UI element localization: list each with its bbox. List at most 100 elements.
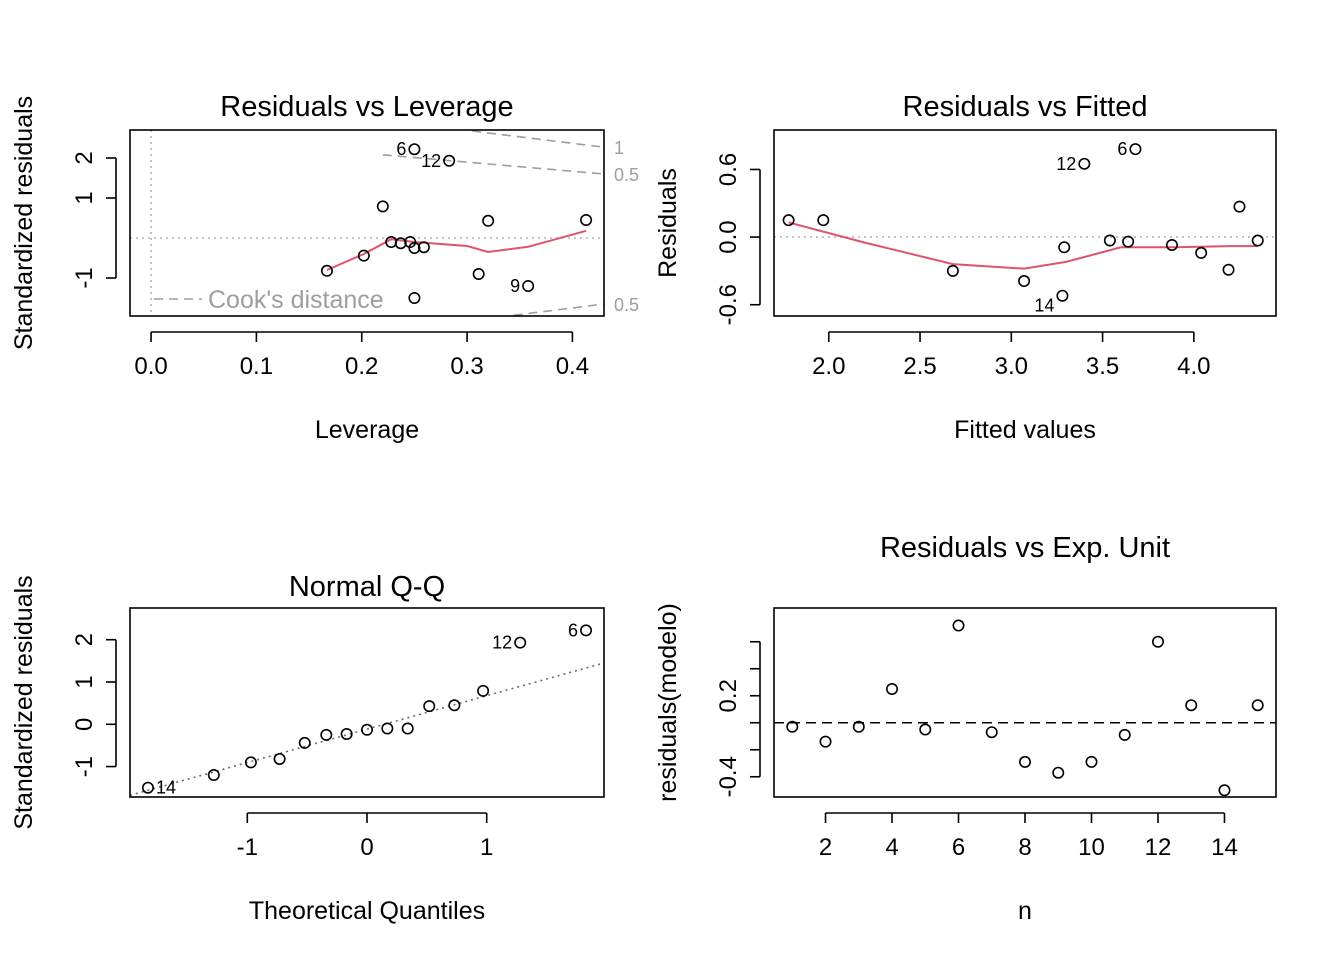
x-tick-label: 0: [360, 834, 373, 861]
x-tick-label: 12: [1145, 834, 1172, 861]
data-point: [580, 214, 593, 227]
data-point: [782, 214, 795, 227]
plot-area: [774, 221, 1276, 270]
y-tick-label: 1: [71, 191, 98, 204]
x-tick-label: 2.5: [903, 353, 936, 380]
data-point: [1122, 235, 1135, 248]
y-tick-label: 0.6: [715, 153, 742, 186]
panel-title: Residuals vs Fitted: [903, 91, 1148, 123]
data-point: [1058, 241, 1071, 254]
y-tick-label: 0.0: [715, 220, 742, 253]
data-point: [1056, 289, 1069, 302]
plot-frame: [129, 129, 605, 317]
data-point: [381, 722, 394, 735]
y-tick-label: 2: [71, 633, 98, 646]
x-tick-label: 14: [1211, 834, 1238, 861]
data-point: [357, 249, 370, 262]
data-point: [1222, 263, 1235, 276]
data-point: [1085, 755, 1098, 768]
data-point: [376, 200, 389, 213]
point-label: 12: [421, 151, 441, 171]
point-label: 12: [1056, 154, 1076, 174]
point-label: 12: [492, 633, 512, 653]
cooks-distance-contour: [501, 303, 604, 316]
y-axis-label: Residuals: [654, 168, 682, 278]
data-point: [1251, 699, 1264, 712]
plot-area: [130, 662, 604, 797]
x-tick-label: 0.0: [134, 353, 167, 380]
legend-label: Cook's distance: [208, 286, 384, 314]
cooks-distance-contour: [457, 130, 604, 148]
data-point: [320, 264, 333, 277]
data-point: [141, 781, 154, 794]
x-tick-label: 0.2: [345, 353, 378, 380]
data-point: [1103, 234, 1116, 247]
data-point: [1218, 784, 1231, 797]
data-point: [952, 619, 965, 632]
data-point: [423, 700, 436, 713]
panel-2: Residuals vs Fitted Fitted values Residual…: [654, 91, 1277, 444]
y-tick-label: 1: [71, 675, 98, 688]
data-point: [1195, 246, 1208, 259]
cooks-contour-label: 0.5: [614, 165, 639, 185]
data-point: [273, 752, 286, 765]
data-point: [207, 769, 220, 782]
x-tick-label: 10: [1078, 834, 1105, 861]
data-point: [1129, 143, 1142, 156]
data-point: [1018, 275, 1031, 288]
data-point: [1165, 238, 1178, 251]
x-tick-label: 0.4: [556, 353, 589, 380]
point-label: 6: [568, 620, 578, 640]
x-axis-label: Theoretical Quantiles: [249, 897, 485, 925]
y-tick-label: -1: [71, 756, 98, 777]
panel-title: Residuals vs Leverage: [220, 91, 513, 123]
data-point: [1251, 234, 1264, 247]
data-point: [340, 727, 353, 740]
data-point: [985, 726, 998, 739]
y-tick-label: -0.6: [715, 284, 742, 325]
y-axis-label: Standardized residuals: [10, 575, 38, 829]
data-point: [1052, 766, 1065, 779]
data-point: [1151, 635, 1164, 648]
data-point: [786, 720, 799, 733]
panel-1: Residuals vs Leverage Leverage Standardize…: [10, 91, 639, 444]
data-point: [477, 684, 490, 697]
data-point: [919, 723, 932, 736]
x-tick-label: 0.1: [240, 353, 273, 380]
cooks-contour-label: 1: [614, 138, 624, 158]
smooth-line: [788, 221, 1258, 270]
x-tick-label: 2.0: [812, 353, 845, 380]
data-point: [1185, 699, 1198, 712]
data-point: [417, 241, 430, 254]
data-point: [408, 143, 421, 156]
x-axis-label: Leverage: [315, 416, 419, 444]
y-tick-label: -1: [71, 267, 98, 288]
x-tick-label: 1: [480, 834, 493, 861]
plot-area: [130, 130, 604, 316]
x-tick-label: 6: [952, 834, 965, 861]
data-point: [360, 723, 373, 736]
x-tick-label: 0.3: [450, 353, 483, 380]
data-point: [946, 264, 959, 277]
cooks-distance-contour: [382, 154, 604, 175]
panel-title: Residuals vs Exp. Unit: [880, 532, 1170, 564]
x-tick-label: 4: [885, 834, 898, 861]
data-point: [522, 279, 535, 292]
panel-title: Normal Q-Q: [289, 571, 445, 603]
data-point: [1233, 200, 1246, 213]
y-tick-label: 0.2: [715, 679, 742, 712]
qq-reference-line: [130, 662, 604, 797]
plot-frame: [129, 607, 605, 798]
data-point: [817, 214, 830, 227]
data-point: [1078, 157, 1091, 170]
data-point: [1118, 728, 1131, 741]
y-axis-label: residuals(modelo): [654, 603, 682, 802]
y-axis-label: Standardized residuals: [10, 96, 38, 350]
plot-frame: [773, 607, 1277, 798]
x-tick-label: 8: [1018, 834, 1031, 861]
point-label: 9: [510, 276, 520, 296]
point-label: 14: [1034, 296, 1054, 316]
data-point: [408, 291, 421, 304]
data-point: [408, 242, 421, 255]
